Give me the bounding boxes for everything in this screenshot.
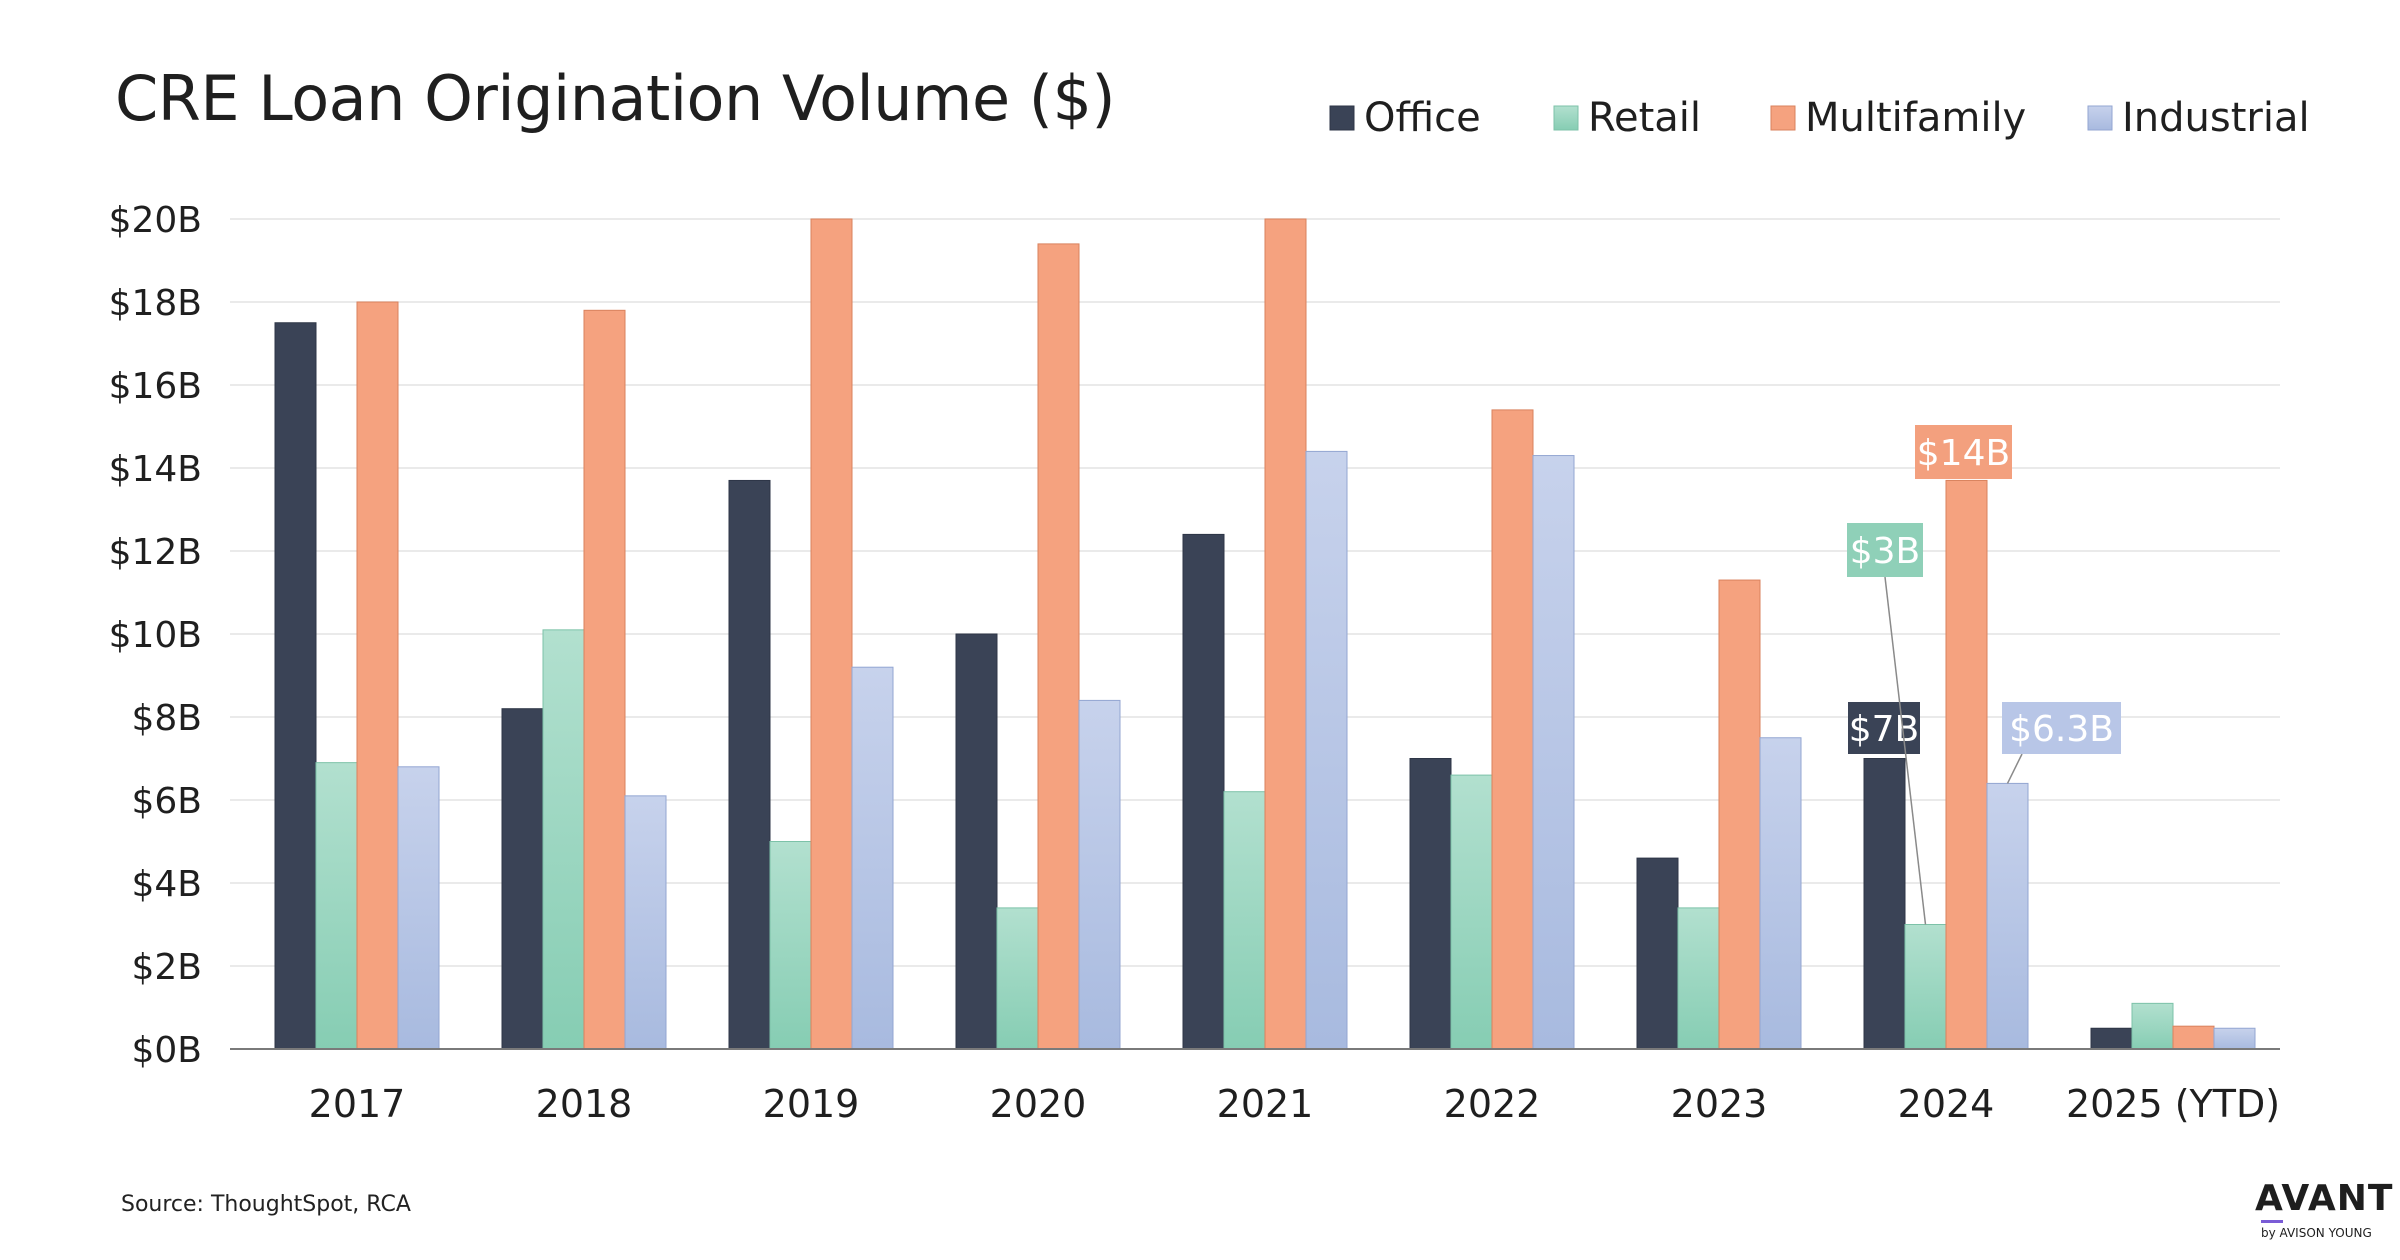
annotation-label-multifamily: $14B bbox=[1917, 433, 2010, 474]
bar-retail-2018 bbox=[542, 629, 585, 1050]
annotation-leader-industrial bbox=[2006, 753, 2023, 784]
x-tick-label-2021: 2021 bbox=[1217, 1082, 1314, 1126]
bar-retail-2023 bbox=[1677, 907, 1720, 1050]
bar-industrial-2025-ytd bbox=[2213, 1027, 2256, 1050]
annotation-box-retail bbox=[1847, 523, 1923, 577]
x-tick-label-2025-ytd: 2025 (YTD) bbox=[2066, 1082, 2280, 1126]
y-tick-label-10: $20B bbox=[109, 200, 202, 241]
y-tick-label-8: $16B bbox=[109, 366, 202, 407]
annotation-box-multifamily bbox=[1915, 425, 2012, 479]
bar-multifamily-2017 bbox=[356, 301, 399, 1050]
annotation-box-industrial bbox=[2002, 702, 2121, 754]
annotation-label-retail: $3B bbox=[1850, 531, 1921, 572]
annotation-box-office bbox=[1848, 702, 1920, 754]
bar-industrial-2018 bbox=[624, 795, 667, 1050]
bar-retail-2024 bbox=[1904, 924, 1947, 1050]
y-tick-label-6: $12B bbox=[109, 532, 202, 573]
x-tick-label-2017: 2017 bbox=[309, 1082, 406, 1126]
x-tick-label-2022: 2022 bbox=[1444, 1082, 1541, 1126]
bar-office-2024 bbox=[1863, 758, 1906, 1050]
annotation-leader-retail bbox=[1884, 576, 1927, 925]
bar-industrial-2022 bbox=[1532, 455, 1575, 1050]
legend-label-industrial: Industrial bbox=[2122, 95, 2310, 141]
bar-office-2021 bbox=[1182, 533, 1225, 1050]
logo-sub-text: by AVISON YOUNG bbox=[2261, 1226, 2372, 1240]
logo-main-text: AVANT bbox=[2255, 1178, 2394, 1219]
bar-retail-2019 bbox=[769, 841, 812, 1050]
bar-office-2022 bbox=[1409, 758, 1452, 1050]
bar-multifamily-2018 bbox=[583, 309, 626, 1050]
bar-industrial-2021 bbox=[1305, 450, 1348, 1050]
bar-multifamily-2022 bbox=[1491, 409, 1534, 1050]
y-tick-label-1: $2B bbox=[131, 947, 202, 988]
y-tick-label-9: $18B bbox=[109, 283, 202, 324]
annotation-label-office: $7B bbox=[1849, 709, 1920, 750]
x-tick-label-2023: 2023 bbox=[1671, 1082, 1768, 1126]
source-note: Source: ThoughtSpot, RCA bbox=[121, 1192, 411, 1217]
y-tick-label-3: $6B bbox=[131, 781, 202, 822]
x-tick-label-2020: 2020 bbox=[990, 1082, 1087, 1126]
y-tick-label-0: $0B bbox=[131, 1030, 202, 1071]
y-tick-label-7: $14B bbox=[109, 449, 202, 490]
bar-retail-2022 bbox=[1450, 774, 1493, 1050]
bar-multifamily-2019 bbox=[810, 218, 853, 1050]
y-tick-label-4: $8B bbox=[131, 698, 202, 739]
bar-retail-2021 bbox=[1223, 791, 1266, 1050]
bar-retail-2017 bbox=[315, 762, 358, 1050]
x-tick-label-2024: 2024 bbox=[1898, 1082, 1995, 1126]
legend-label-multifamily: Multifamily bbox=[1805, 95, 2026, 141]
bar-industrial-2020 bbox=[1078, 699, 1121, 1050]
bar-office-2017 bbox=[274, 322, 317, 1050]
logo-underline bbox=[2261, 1220, 2283, 1223]
bar-industrial-2017 bbox=[397, 766, 440, 1050]
y-tick-label-2: $4B bbox=[131, 864, 202, 905]
bar-office-2023 bbox=[1636, 857, 1679, 1050]
bar-multifamily-2020 bbox=[1037, 243, 1080, 1050]
bar-office-2020 bbox=[955, 633, 998, 1050]
bar-office-2025-ytd bbox=[2090, 1027, 2133, 1050]
bar-multifamily-2023 bbox=[1718, 579, 1761, 1050]
legend-swatch-office bbox=[1329, 105, 1355, 131]
legend-swatch-industrial bbox=[2087, 105, 2113, 131]
chart-title: CRE Loan Origination Volume ($) bbox=[115, 62, 1116, 135]
bar-multifamily-2025-ytd bbox=[2172, 1025, 2215, 1050]
legend-swatch-retail bbox=[1553, 105, 1579, 131]
legend-swatch-multifamily bbox=[1770, 105, 1796, 131]
bar-multifamily-2024 bbox=[1945, 479, 1988, 1050]
legend-label-retail: Retail bbox=[1588, 95, 1701, 141]
bar-retail-2025-ytd bbox=[2131, 1002, 2174, 1050]
bar-industrial-2024 bbox=[1986, 782, 2029, 1050]
legend-label-office: Office bbox=[1364, 95, 1481, 141]
bar-industrial-2023 bbox=[1759, 737, 1802, 1050]
bar-office-2018 bbox=[501, 708, 544, 1050]
avant-logo: AVANT by AVISON YOUNG bbox=[2255, 1178, 2394, 1241]
bar-retail-2020 bbox=[996, 907, 1039, 1050]
bar-industrial-2019 bbox=[851, 666, 894, 1050]
x-tick-label-2018: 2018 bbox=[536, 1082, 633, 1126]
bar-multifamily-2021 bbox=[1264, 218, 1307, 1050]
x-tick-label-2019: 2019 bbox=[763, 1082, 860, 1126]
bar-office-2019 bbox=[728, 479, 771, 1050]
annotation-label-industrial: $6.3B bbox=[2009, 709, 2114, 750]
y-tick-label-5: $10B bbox=[109, 615, 202, 656]
